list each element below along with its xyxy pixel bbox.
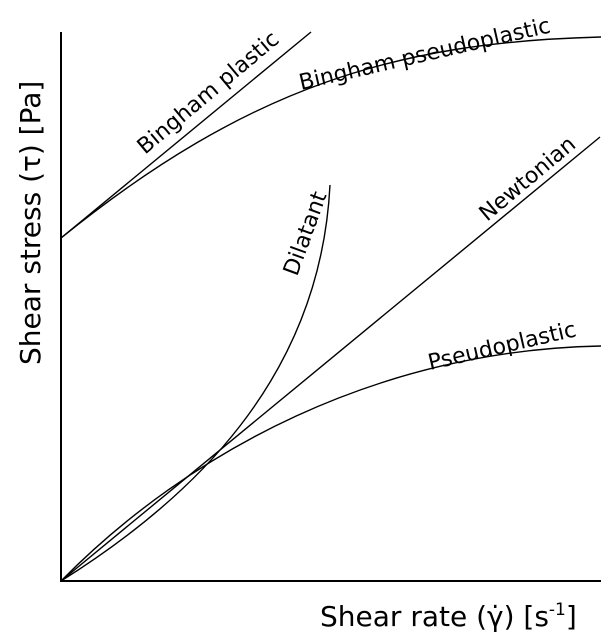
x-axis-title: Shear rate (γ̇) [s-1] (320, 600, 577, 633)
pseudoplastic-curve (60, 345, 601, 582)
bingham-pseudoplastic-curve (60, 36, 601, 239)
dilatant-curve (60, 184, 331, 582)
y-axis-title: Shear stress (τ) [Pa] (14, 81, 47, 365)
x-axis-title-superscript: -1 (549, 600, 566, 620)
bingham-plastic-curve (60, 31, 312, 239)
bingham-pseudoplastic-label: Bingham pseudoplastic (297, 14, 553, 96)
bingham-plastic-label: Bingham plastic (133, 27, 285, 160)
x-axis-title-main: Shear rate (γ̇) [s (320, 600, 549, 633)
newtonian-curve (60, 136, 601, 582)
x-axis-title-suffix: ] (566, 600, 577, 633)
newtonian-label: Newtonian (475, 132, 581, 227)
pseudoplastic-label: Pseudoplastic (426, 317, 579, 375)
